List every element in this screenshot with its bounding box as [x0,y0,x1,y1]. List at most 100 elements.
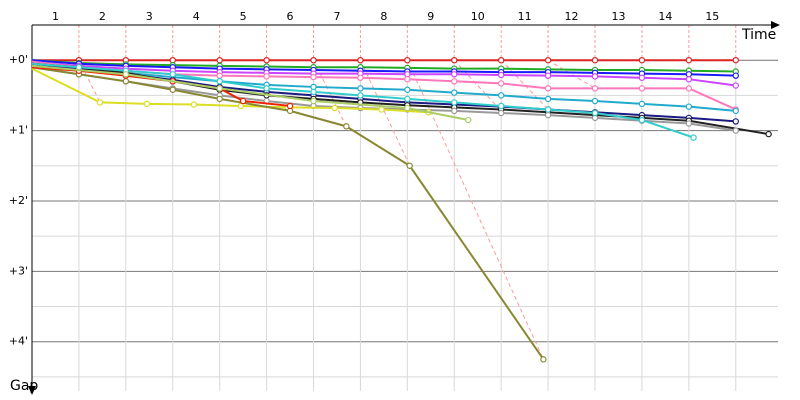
point [310,56,317,64]
point [690,134,697,141]
x-tick-label: 4 [193,10,200,23]
point [451,99,458,106]
pit-line [359,59,411,166]
point [357,56,364,64]
x-tick-label: 14 [658,10,672,23]
point [685,75,693,83]
point [378,106,385,113]
point [638,100,646,108]
point [685,56,693,64]
point [216,56,223,64]
point [239,97,247,105]
point [143,100,151,108]
point [451,71,458,78]
point [732,72,739,79]
point [451,89,458,96]
point [122,78,130,85]
point [216,78,223,85]
point [497,56,505,64]
point [310,97,317,105]
series-line [31,59,736,73]
point [591,73,599,80]
x-tick-label: 6 [287,10,294,23]
point [732,56,739,64]
pit-line [547,59,596,89]
x-tick-label: 5 [240,10,247,23]
point [404,56,411,64]
point [169,86,176,93]
point [685,103,693,110]
point [540,356,547,363]
point [404,95,411,103]
x-tick-label: 10 [471,10,485,23]
point [190,101,198,108]
point [591,85,599,92]
point [497,71,505,79]
point [451,56,458,64]
point [357,85,364,92]
point [544,85,552,92]
x-axis-arrow [771,21,780,29]
series-line [31,59,736,77]
point [544,56,552,64]
y-tick-label: +0' [9,53,28,66]
point [591,97,599,105]
point [638,85,646,92]
point [286,102,294,110]
series-line [31,64,469,122]
point [169,71,176,78]
point [96,99,104,106]
point [216,85,223,92]
x-tick-label: 12 [565,10,579,23]
point [263,56,270,64]
point [638,116,646,124]
point [638,74,646,81]
point [406,162,413,169]
point [310,88,317,96]
point [591,56,599,64]
point [216,95,223,103]
point [122,71,130,78]
point [404,75,411,83]
pit-line [406,59,544,360]
point [263,85,270,92]
point [765,130,772,138]
point [357,74,364,81]
point [497,92,505,99]
point [451,78,458,85]
point [497,109,505,117]
point [216,72,223,79]
point [732,127,739,134]
series-line [31,62,736,112]
x-tick-label: 8 [380,10,387,23]
point [331,104,338,112]
point [497,102,505,110]
point [263,73,270,80]
point [544,111,552,119]
point [544,95,552,103]
x-tick-label: 3 [146,10,153,23]
point [404,86,411,93]
point [685,85,693,92]
point [544,106,552,113]
x-tick-label: 15 [705,10,719,23]
point [638,56,646,64]
y-tick-label: +4' [9,335,28,348]
y-tick-label: +1' [9,124,28,137]
point [732,118,739,125]
x-tick-label: 9 [427,10,434,23]
x-tick-label: 2 [99,10,106,23]
x-tick-label: 13 [611,10,625,23]
point [357,92,364,99]
x-tick-label: 11 [518,10,532,23]
point [732,82,739,89]
point [451,107,458,115]
point [465,116,472,124]
y-tick-label: +2' [9,194,28,207]
x-tick-label: 1 [52,10,59,23]
y-axis-arrow [28,386,36,395]
pit-line [500,59,549,110]
x-tick-label: 7 [333,10,340,23]
point [685,120,693,127]
